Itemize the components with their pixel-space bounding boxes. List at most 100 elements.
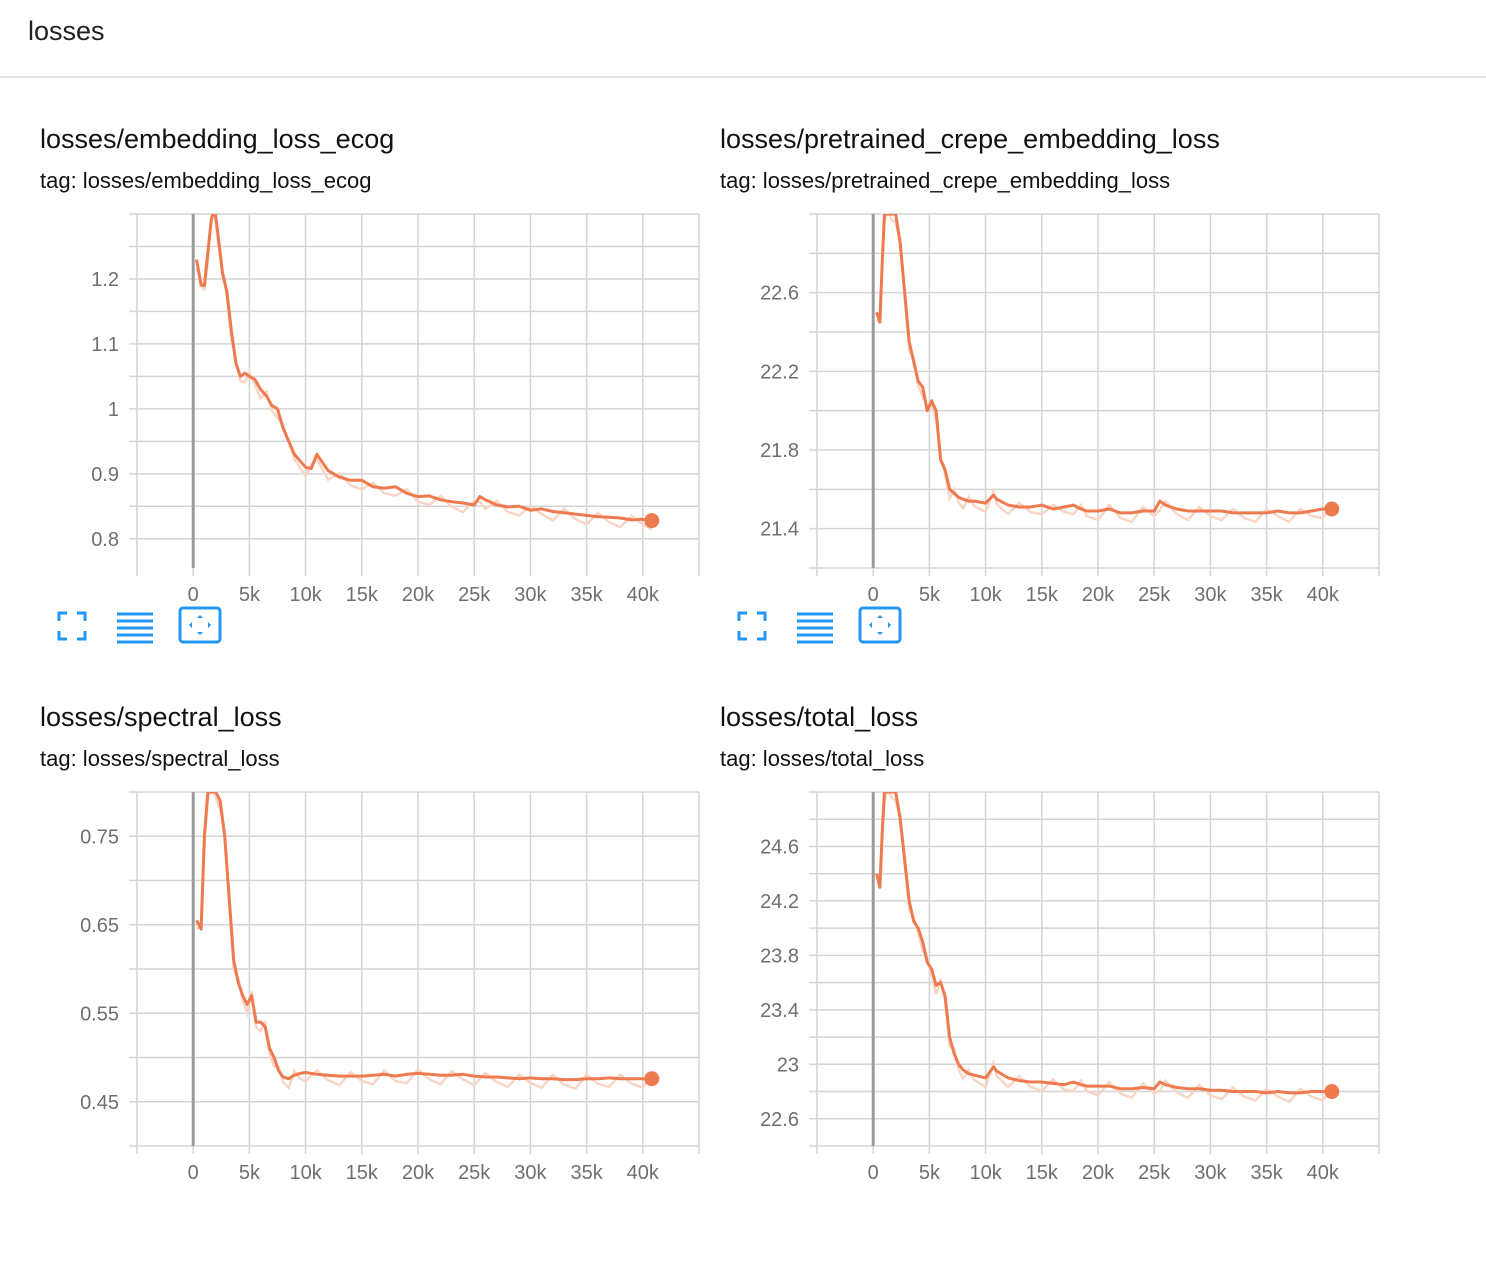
y-tick-label: 21.8 (760, 440, 799, 462)
group-title[interactable]: losses (28, 16, 105, 46)
card-title: losses/embedding_loss_ecog (40, 124, 395, 154)
chart-card-embedding-loss-ecog: losses/embedding_loss_ecog tag: losses/e… (40, 124, 720, 684)
card-tag: tag: losses/spectral_loss (40, 746, 280, 771)
x-tick-label: 40k (627, 1162, 660, 1184)
fit-domain-icon (178, 606, 222, 644)
y-tick-label: 0.45 (80, 1092, 119, 1114)
series-line (195, 792, 652, 1082)
line-chart[interactable]: 0 5k 10k 15k 20k 25k 30k 35k 40k 22.6 23 23.4 23.8 24… (720, 772, 1400, 1192)
group-header[interactable]: losses (0, 0, 1486, 78)
card-title: losses/pretrained_crepe_embedding_loss (720, 124, 1220, 154)
list-lines-icon (797, 612, 833, 644)
x-tick-label: 40k (1307, 1162, 1340, 1184)
chart-card-total-loss: losses/total_loss tag: losses/total_loss… (720, 702, 1400, 1262)
chart-card-spectral-loss: losses/spectral_loss tag: losses/spectra… (40, 702, 720, 1262)
card-title: losses/total_loss (720, 702, 919, 732)
last-point-marker (1324, 1084, 1340, 1100)
fit-domain-button[interactable] (178, 606, 222, 649)
y-tick-label: 24.6 (760, 836, 799, 858)
y-tick-label: 23.4 (760, 1000, 799, 1022)
x-tick-label: 0 (868, 584, 879, 606)
x-tick-label: 35k (1250, 1162, 1283, 1184)
log-scale-button[interactable] (116, 610, 154, 649)
fit-domain-button[interactable] (858, 606, 902, 649)
y-tick-label: 1 (108, 399, 119, 421)
chart-card-pretrained-crepe-embedding-loss: losses/pretrained_crepe_embedding_loss t… (720, 124, 1400, 684)
x-tick-label: 25k (1138, 584, 1171, 606)
x-tick-label: 10k (289, 1162, 322, 1184)
y-tick-label: 23 (777, 1054, 799, 1076)
x-tick-label: 5k (919, 584, 941, 606)
y-tick-label: 23.8 (760, 945, 799, 967)
log-scale-button[interactable] (796, 610, 834, 649)
fullscreen-icon (57, 611, 87, 641)
raw-series-line (195, 792, 653, 1091)
x-tick-label: 20k (1082, 584, 1115, 606)
x-tick-label: 15k (1026, 1162, 1059, 1184)
fullscreen-button[interactable] (56, 610, 88, 647)
line-chart[interactable]: 0 5k 10k 15k 20k 25k 30k 35k 40k 0.45 0.55 0.65 0.75 (40, 772, 720, 1192)
x-tick-label: 20k (402, 1162, 435, 1184)
x-tick-label: 40k (1307, 584, 1340, 606)
y-tick-label: 1.2 (91, 269, 119, 291)
grid (129, 791, 700, 1154)
series-line (875, 214, 1332, 515)
y-tick-label: 0.9 (91, 464, 119, 486)
x-tick-label: 20k (402, 584, 435, 606)
x-tick-label: 35k (1250, 584, 1283, 606)
y-tick-label: 0.55 (80, 1003, 119, 1025)
x-tick-label: 10k (969, 1162, 1002, 1184)
x-tick-label: 25k (458, 1162, 491, 1184)
y-tick-label: 0.8 (91, 529, 119, 551)
x-tick-label: 30k (1194, 1162, 1227, 1184)
x-tick-label: 10k (289, 584, 322, 606)
x-tick-label: 5k (239, 1162, 261, 1184)
y-tick-label: 22.2 (760, 361, 799, 383)
x-tick-label: 0 (868, 1162, 879, 1184)
y-tick-label: 21.4 (760, 519, 799, 541)
x-tick-label: 35k (570, 584, 603, 606)
card-title: losses/spectral_loss (40, 702, 282, 732)
x-tick-label: 15k (1026, 584, 1059, 606)
y-tick-label: 22.6 (760, 283, 799, 305)
y-tick-label: 1.1 (91, 334, 119, 356)
card-tag: tag: losses/total_loss (720, 746, 925, 771)
y-tick-label: 24.2 (760, 891, 799, 913)
x-tick-label: 25k (1138, 1162, 1171, 1184)
x-tick-label: 0 (188, 1162, 199, 1184)
grid (809, 213, 1380, 576)
y-tick-label: 0.75 (80, 826, 119, 848)
raw-series-line (876, 792, 1333, 1104)
line-chart[interactable]: 0 5k 10k 15k 20k 25k 30k 35k 40k 21.4 21.8 22.2 22.6 (720, 194, 1400, 614)
grid (809, 791, 1380, 1154)
x-tick-label: 30k (514, 1162, 547, 1184)
x-tick-label: 15k (346, 1162, 379, 1184)
x-tick-label: 15k (346, 584, 379, 606)
x-tick-label: 40k (627, 584, 660, 606)
card-tag: tag: losses/embedding_loss_ecog (40, 168, 372, 193)
card-tag: tag: losses/pretrained_crepe_embedding_l… (720, 168, 1171, 193)
x-tick-label: 30k (514, 584, 547, 606)
line-chart[interactable]: 0 5k 10k 15k 20k 25k 30k 35k 40k 0.8 0.9 1 1.1 1.2 (40, 194, 720, 614)
x-tick-label: 0 (188, 584, 199, 606)
fit-domain-icon (858, 606, 902, 644)
list-lines-icon (117, 612, 153, 644)
y-tick-label: 0.65 (80, 915, 119, 937)
x-tick-label: 10k (969, 584, 1002, 606)
last-point-marker (644, 513, 660, 529)
x-tick-label: 35k (570, 1162, 603, 1184)
x-tick-label: 25k (458, 584, 491, 606)
fullscreen-button[interactable] (736, 610, 768, 647)
series-line (195, 214, 653, 523)
x-tick-label: 5k (919, 1162, 941, 1184)
raw-series-line (195, 214, 653, 531)
last-point-marker (644, 1071, 660, 1087)
last-point-marker (1324, 501, 1340, 517)
x-tick-label: 5k (239, 584, 261, 606)
fullscreen-icon (737, 611, 767, 641)
x-tick-label: 30k (1194, 584, 1227, 606)
x-tick-label: 20k (1082, 1162, 1115, 1184)
series-line (875, 792, 1332, 1095)
y-tick-label: 22.6 (760, 1109, 799, 1131)
grid (129, 213, 700, 576)
